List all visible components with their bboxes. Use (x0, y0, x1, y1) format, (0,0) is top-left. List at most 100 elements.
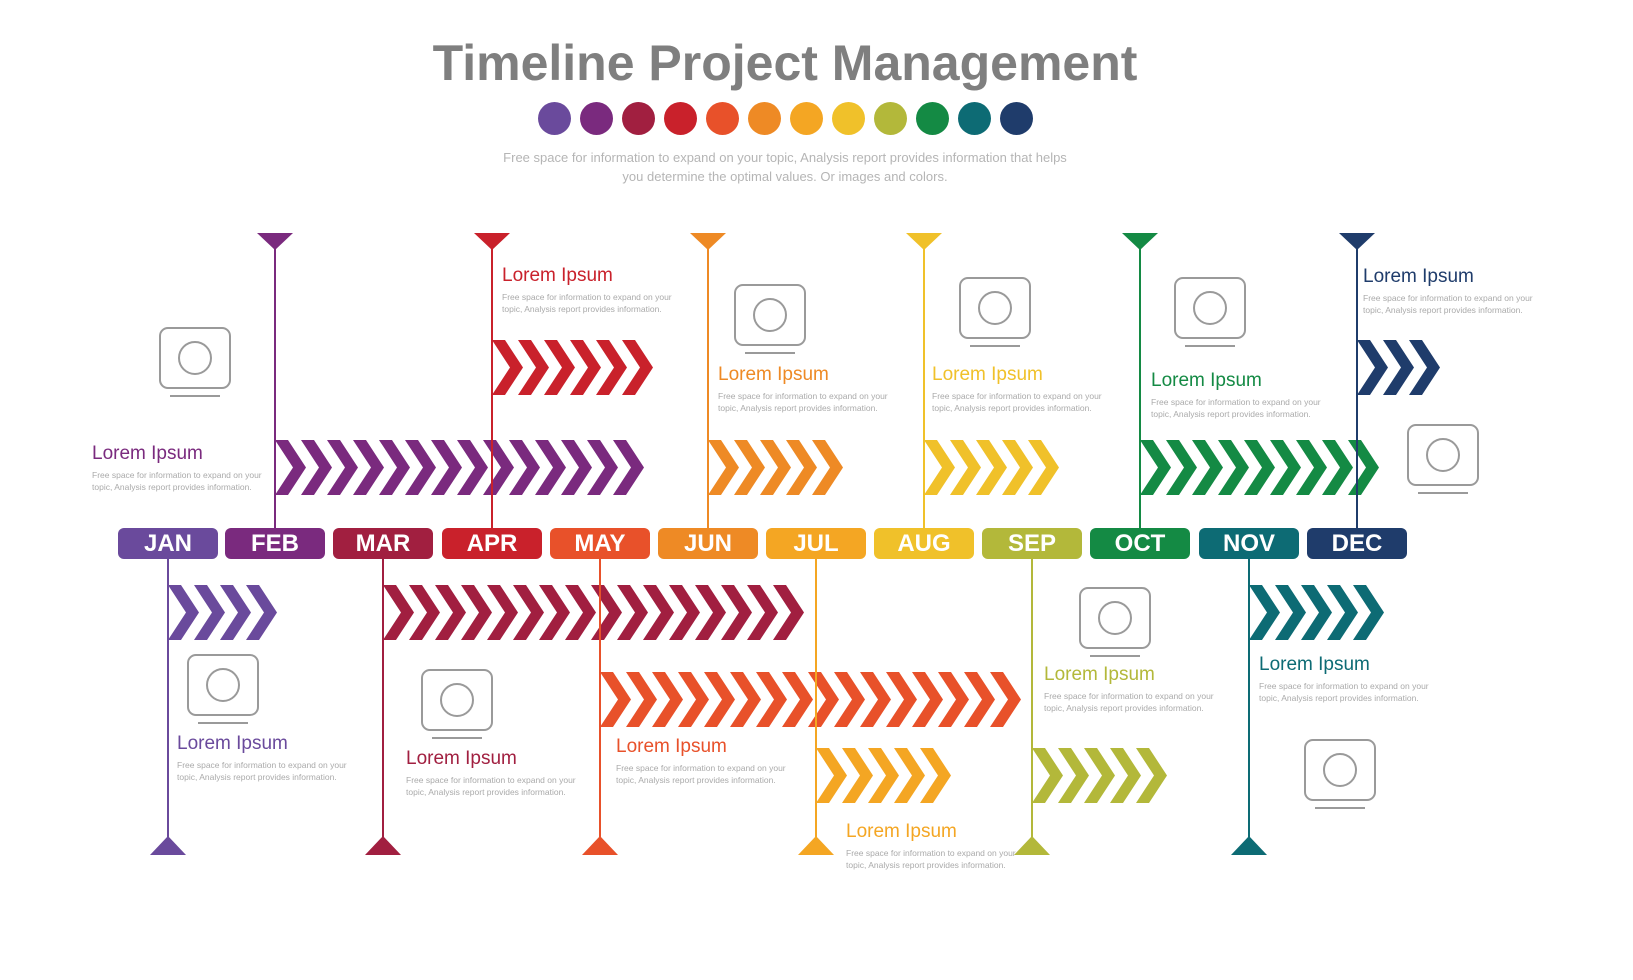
block-title: Lorem Ipsum (1044, 664, 1155, 685)
chevron-arrow (544, 340, 575, 395)
marker-triangle (257, 233, 293, 250)
chevron-arrow (756, 672, 787, 727)
block-title: Lorem Ipsum (718, 364, 829, 385)
chevron-arrow (868, 748, 899, 803)
month-label-jul: JUL (766, 528, 866, 559)
block-title: Lorem Ipsum (406, 748, 517, 769)
chevron-arrow (1327, 585, 1358, 640)
block-description: Free space for information to expand on … (1151, 397, 1321, 419)
chevron-arrow (730, 672, 761, 727)
palette-dot (664, 102, 697, 135)
thumbs-up-icon (1174, 277, 1246, 347)
chevron-arrow (409, 585, 440, 640)
chevron-arrow (591, 585, 622, 640)
block-title: Lorem Ipsum (932, 364, 1043, 385)
month-label-mar: MAR (333, 528, 433, 559)
chevron-arrow (383, 585, 414, 640)
phone-dollar-icon (159, 327, 231, 397)
chevron-arrow (894, 748, 925, 803)
chevron-arrow (435, 585, 466, 640)
text-block: Lorem Ipsum Free space for information to… (932, 364, 1107, 414)
palette-dot (706, 102, 739, 135)
chevron-arrow (275, 440, 306, 495)
timeline-sep (1014, 559, 1167, 855)
month-label-aug: AUG (874, 528, 974, 559)
block-description: Free space for information to expand on … (406, 775, 576, 797)
subtitle: Free space for information to expand on … (503, 150, 1067, 184)
block-title: Lorem Ipsum (1259, 654, 1370, 675)
marker-triangle (1014, 836, 1050, 855)
document-check-icon (1407, 424, 1479, 494)
marker-triangle (582, 836, 618, 855)
chevron-arrow (950, 440, 981, 495)
chevron-arrow (886, 672, 917, 727)
chevron-arrow (1058, 748, 1089, 803)
chevron-arrow (808, 672, 839, 727)
block-description: Free space for information to expand on … (177, 760, 347, 782)
chevron-arrow (353, 440, 384, 495)
block-title: Lorem Ipsum (177, 733, 288, 754)
chevron-arrow (678, 672, 709, 727)
marker-triangle (1231, 836, 1267, 855)
chevron-arrow (773, 585, 804, 640)
timeline-jul (798, 559, 951, 855)
chevron-arrow (301, 440, 332, 495)
chevron-arrow (669, 585, 700, 640)
chevron-arrow (487, 585, 518, 640)
text-block: Lorem Ipsum Free space for information to… (718, 364, 893, 414)
palette-dot (538, 102, 571, 135)
chevron-arrow (535, 440, 566, 495)
chevron-arrow (1140, 440, 1171, 495)
timeline-nov (1231, 559, 1384, 855)
block-description: Free space for information to expand on … (502, 292, 672, 314)
block-description: Free space for information to expand on … (1363, 293, 1533, 315)
text-block: Lorem Ipsum Free space for information to… (1044, 664, 1219, 714)
chevron-arrow (587, 440, 618, 495)
block-title: Lorem Ipsum (92, 443, 203, 464)
chevron-arrow (596, 340, 627, 395)
chevron-arrow (405, 440, 436, 495)
chevron-arrow (1136, 748, 1167, 803)
chevron-arrow (626, 672, 657, 727)
block-title: Lorem Ipsum (846, 821, 957, 842)
text-block: Lorem Ipsum Free space for information to… (1259, 654, 1434, 704)
marker-triangle (474, 233, 510, 250)
chevron-arrow (834, 672, 865, 727)
palette-dot (916, 102, 949, 135)
block-description: Free space for information to expand on … (846, 848, 1016, 870)
chevron-arrow (518, 340, 549, 395)
chevron-arrow (747, 585, 778, 640)
text-block: Lorem Ipsum Free space for information to… (846, 821, 1021, 871)
month-label-jun: JUN (658, 528, 758, 559)
block-description: Free space for information to expand on … (616, 763, 786, 785)
timeline-aug (906, 233, 1059, 528)
block-title: Lorem Ipsum (616, 736, 727, 757)
timeline-dec (1339, 233, 1479, 528)
chevron-arrow (1192, 440, 1223, 495)
text-block: Lorem Ipsum Free space for information to… (92, 443, 267, 493)
marker-triangle (1122, 233, 1158, 250)
block-title: Lorem Ipsum (502, 265, 613, 286)
chevron-arrow (643, 585, 674, 640)
block-description: Free space for information to expand on … (92, 470, 262, 492)
palette-dot (1000, 102, 1033, 135)
month-label-feb: FEB (225, 528, 325, 559)
chevron-arrow (652, 672, 683, 727)
chevron-arrow (1084, 748, 1115, 803)
chevron-arrow (695, 585, 726, 640)
timeline-mar (365, 559, 804, 855)
chevron-arrow (431, 440, 462, 495)
marker-triangle (798, 836, 834, 855)
chevron-arrow (220, 585, 251, 640)
chevron-arrow (600, 672, 631, 727)
chevron-arrow (539, 585, 570, 640)
month-label-nov: NOV (1199, 528, 1299, 559)
tools-chat-icon (1079, 587, 1151, 657)
chevron-arrow (1296, 440, 1327, 495)
timeline-may (582, 559, 1021, 855)
marker-triangle (1339, 233, 1375, 250)
chevron-arrow (708, 440, 739, 495)
block-description: Free space for information to expand on … (1044, 691, 1214, 713)
chevron-arrow (617, 585, 648, 640)
